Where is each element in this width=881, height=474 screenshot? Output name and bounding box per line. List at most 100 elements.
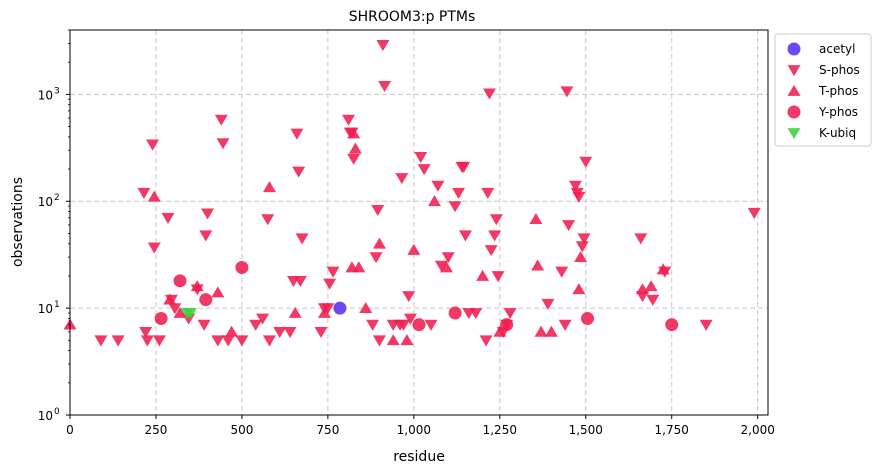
point-t-phos — [476, 269, 490, 281]
point-t-phos — [347, 127, 361, 139]
point-k-ubiq — [183, 308, 197, 320]
point-s-phos — [452, 187, 466, 199]
point-s-phos — [137, 187, 151, 199]
point-s-phos — [321, 303, 335, 315]
point-s-phos — [424, 319, 438, 331]
point-s-phos — [403, 313, 417, 325]
point-y-phos — [500, 318, 514, 332]
point-s-phos — [295, 233, 309, 245]
point-s-phos — [314, 326, 328, 339]
point-s-phos — [448, 201, 462, 213]
point-s-phos — [441, 252, 455, 264]
point-t-phos — [372, 237, 386, 249]
point-t-phos — [359, 301, 373, 313]
legend: acetyl S-phos T-phos Y-phos K-ubiq — [774, 33, 872, 147]
point-s-phos — [457, 161, 471, 173]
point-s-phos — [417, 164, 431, 176]
x-tick-label: 0 — [66, 423, 74, 437]
point-s-phos — [484, 245, 498, 257]
point-s-phos — [414, 152, 428, 164]
point-s-phos — [111, 335, 125, 347]
point-s-phos — [146, 139, 160, 151]
y-tick-exponent: 1 — [54, 300, 60, 310]
x-tick-label: 1,250 — [483, 423, 517, 437]
point-s-phos — [261, 214, 275, 226]
point-s-phos — [347, 153, 361, 165]
point-s-phos — [481, 187, 495, 199]
point-t-phos — [531, 259, 545, 271]
point-s-phos — [458, 230, 472, 242]
point-s-phos — [378, 81, 392, 93]
point-s-phos — [558, 319, 572, 331]
point-s-phos — [575, 241, 589, 253]
point-s-phos — [292, 166, 306, 178]
point-t-phos — [427, 195, 441, 207]
point-y-phos — [154, 311, 168, 325]
point-y-phos — [665, 318, 679, 332]
point-s-phos — [152, 335, 166, 347]
point-t-phos — [211, 286, 225, 298]
y-tick-exponent: 3 — [54, 86, 60, 96]
point-s-phos — [577, 233, 591, 245]
y-tick-label: 10 — [38, 195, 53, 209]
point-t-phos — [440, 261, 454, 273]
point-s-phos — [376, 40, 390, 52]
point-y-phos — [580, 311, 594, 325]
x-tick-label: 250 — [145, 423, 168, 437]
legend-label: acetyl — [819, 42, 855, 56]
point-s-phos — [249, 319, 263, 331]
point-t-phos — [386, 334, 400, 346]
point-t-phos — [147, 190, 161, 202]
point-s-phos — [482, 88, 496, 100]
point-s-phos — [747, 207, 761, 219]
y-tick-exponent: 2 — [54, 193, 60, 203]
x-tick-label: 500 — [230, 423, 253, 437]
point-s-phos — [221, 335, 235, 347]
point-s-phos — [147, 242, 161, 254]
x-tick-label: 1,500 — [569, 423, 603, 437]
x-tick-label: 2,000 — [741, 423, 775, 437]
point-s-phos — [372, 335, 386, 347]
point-s-phos — [342, 114, 356, 126]
point-s-phos — [560, 86, 574, 98]
point-s-phos — [161, 212, 175, 224]
point-t-phos — [644, 280, 658, 292]
point-s-phos — [262, 335, 276, 347]
point-s-phos — [214, 114, 228, 126]
point-s-phos — [211, 335, 225, 347]
point-t-phos — [163, 293, 177, 305]
point-s-phos — [293, 275, 307, 288]
point-s-phos — [256, 313, 270, 325]
point-t-phos — [407, 243, 421, 255]
point-s-phos — [488, 230, 502, 242]
legend-label: S-phos — [819, 63, 860, 77]
point-t-phos — [572, 283, 586, 295]
legend-frame — [774, 33, 872, 147]
point-s-phos — [283, 326, 297, 339]
point-s-phos — [479, 335, 493, 347]
legend-marker-t-phos — [787, 84, 801, 96]
point-y-phos — [173, 274, 187, 288]
point-s-phos — [431, 180, 445, 192]
data-points — [63, 40, 761, 347]
x-axis-label: residue — [393, 449, 445, 465]
point-y-phos — [235, 260, 249, 274]
point-s-phos — [273, 326, 287, 339]
point-s-phos — [216, 138, 230, 150]
point-s-phos — [568, 180, 582, 192]
point-y-phos — [412, 318, 426, 332]
legend-marker-k-ubiq — [787, 128, 801, 140]
plot-area-frame — [69, 29, 769, 416]
point-s-phos — [503, 308, 517, 320]
point-s-phos — [197, 319, 211, 331]
legend-marker-y-phos — [787, 105, 801, 119]
point-s-phos — [235, 335, 249, 347]
legend-marker-s-phos — [787, 65, 801, 77]
point-t-phos — [493, 325, 507, 337]
point-s-phos — [434, 260, 448, 272]
point-s-phos — [199, 230, 213, 242]
y-tick-label: 10 — [38, 409, 53, 423]
point-s-phos — [646, 294, 660, 306]
point-t-phos — [225, 325, 239, 337]
